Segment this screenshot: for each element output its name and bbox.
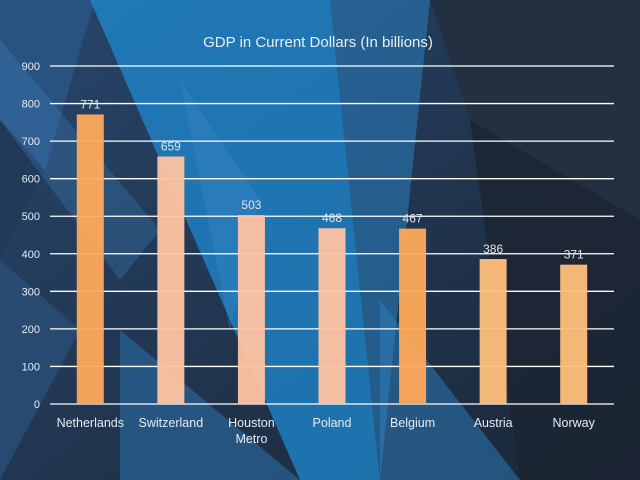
y-tick-label: 800 (22, 99, 40, 111)
x-tick-label: Houston Metro (228, 416, 275, 446)
data-label: 468 (322, 211, 342, 225)
y-tick-label: 600 (22, 174, 40, 186)
x-tick-label: Norway (553, 416, 596, 430)
y-axis-ticks: 0 100 200 300 400 500 600 700 800 900 (22, 61, 40, 411)
x-tick-label: Poland (313, 416, 352, 430)
bar (318, 228, 346, 404)
y-tick-label: 700 (22, 136, 40, 148)
y-tick-label: 300 (22, 286, 40, 298)
x-tick-label: Belgium (390, 416, 435, 430)
y-tick-label: 500 (22, 211, 40, 223)
y-tick-label: 400 (22, 249, 40, 261)
bar (157, 156, 185, 404)
bar (479, 259, 507, 404)
y-tick-label: 900 (22, 61, 40, 73)
x-axis-ticks: Netherlands Switzerland Houston Metro Poland… (57, 416, 596, 446)
bar (560, 264, 588, 404)
x-tick-label: Austria (474, 416, 513, 430)
y-tick-label: 200 (22, 324, 40, 336)
data-label: 386 (483, 242, 503, 256)
bar (399, 228, 427, 404)
y-tick-label: 100 (22, 361, 40, 373)
data-label: 503 (241, 198, 261, 212)
chart-title: GDP in Current Dollars (In billions) (203, 34, 433, 51)
data-label: 467 (403, 212, 423, 226)
y-tick-label: 0 (34, 399, 40, 411)
data-labels: 771 659 503 468 467 386 371 (80, 97, 584, 261)
bars (76, 114, 588, 405)
x-tick-label: Switzerland (139, 416, 204, 430)
x-tick-label: Netherlands (57, 416, 124, 430)
bar (76, 114, 104, 405)
data-label: 371 (564, 248, 584, 262)
bar (237, 215, 265, 404)
data-label: 659 (161, 140, 181, 154)
data-label: 771 (80, 97, 100, 111)
